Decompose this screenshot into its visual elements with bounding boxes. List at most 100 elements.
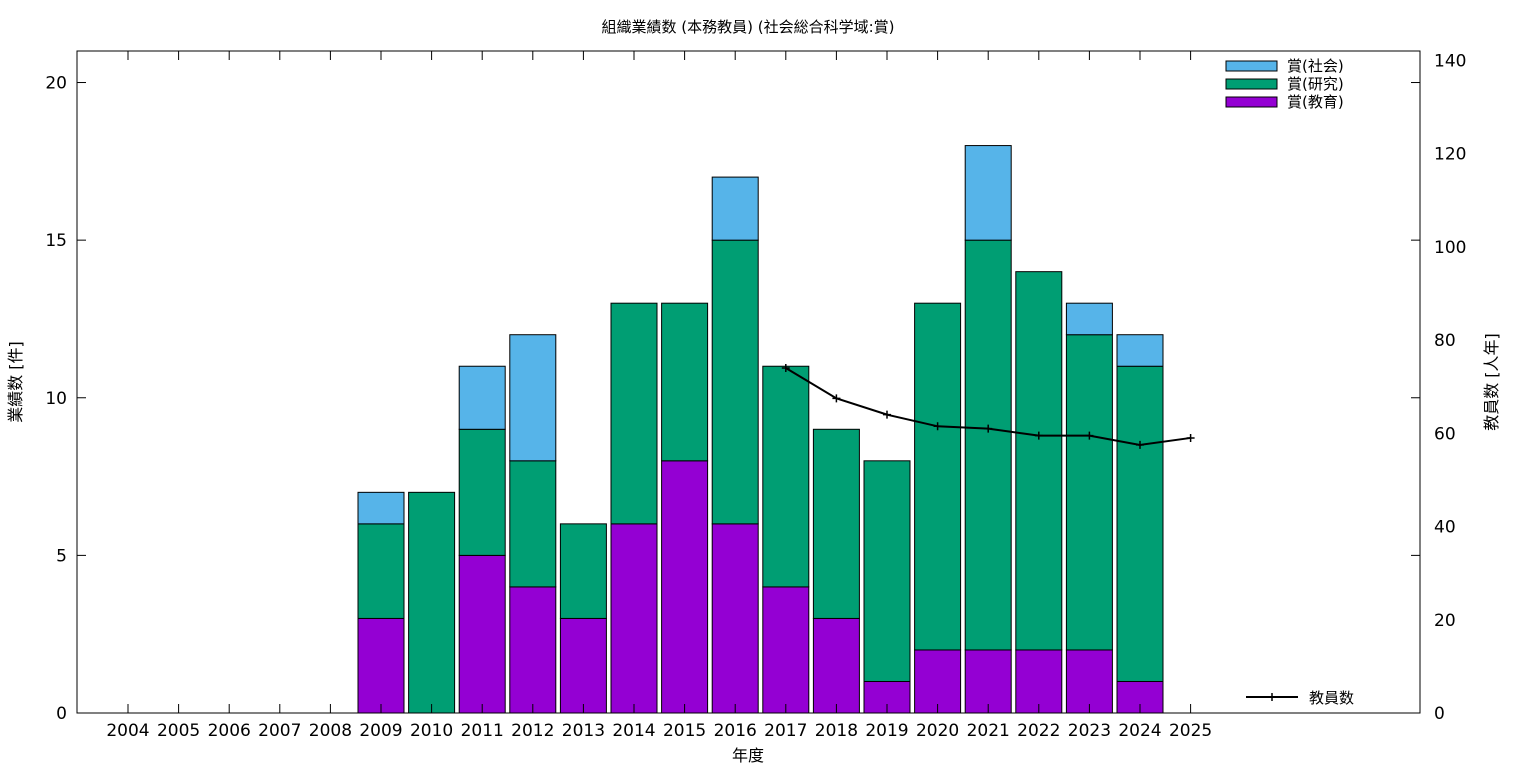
bar-segment xyxy=(914,302,962,651)
y-axis: 0 5 10 15 20 xyxy=(45,74,1420,724)
bars xyxy=(357,145,1164,714)
x-tick-label: 2020 xyxy=(916,721,959,741)
chart-title: 組織業績数 (本務教員) (社会総合科学域:賞) xyxy=(602,18,895,36)
x-tick-label: 2019 xyxy=(865,721,908,741)
line-point xyxy=(883,410,891,419)
bar-segment xyxy=(711,176,759,241)
bar-segment xyxy=(458,428,506,556)
x-tick-label: 2017 xyxy=(764,721,807,741)
bar-segment xyxy=(711,523,759,714)
bar-segment xyxy=(1116,334,1164,367)
legend-swatch xyxy=(1225,78,1278,90)
y2-tick-label: 100 xyxy=(1434,238,1466,258)
bar-segment xyxy=(559,617,607,714)
y-tick-label: 0 xyxy=(56,704,67,724)
bar-segment xyxy=(509,586,557,714)
bar-segment xyxy=(762,586,810,714)
bar-segment xyxy=(458,554,506,714)
y-tick-label: 20 xyxy=(45,74,67,94)
y-tick-label: 15 xyxy=(45,231,67,251)
legend-label: 教員数 xyxy=(1309,689,1354,707)
x-tick-label: 2007 xyxy=(258,721,301,741)
bar-segment xyxy=(408,491,456,714)
bar-segment xyxy=(964,649,1012,714)
x-tick-label: 2004 xyxy=(106,721,149,741)
legend-swatch xyxy=(1225,60,1278,72)
bar-segment xyxy=(357,617,405,714)
y2-tick-label: 120 xyxy=(1434,145,1466,165)
legend-label: 賞(社会) xyxy=(1287,57,1344,75)
legend-label: 賞(研究) xyxy=(1287,75,1344,93)
x-tick-label: 2014 xyxy=(612,721,655,741)
line-point xyxy=(984,424,993,433)
plot-frame xyxy=(76,50,1421,714)
legend-line-marker xyxy=(1268,693,1276,701)
bar-segment xyxy=(863,460,911,682)
x-axis: 2004 2005 2006 2007 2008 2009 2010 2011 2012 2013… xyxy=(106,51,1212,741)
y-tick-label: 10 xyxy=(45,389,67,409)
line-point xyxy=(832,394,841,403)
bar-segment xyxy=(812,428,860,619)
x-tick-label: 2006 xyxy=(208,721,251,741)
line-point xyxy=(1034,431,1043,440)
bar-segment xyxy=(964,239,1012,651)
bar-segment xyxy=(610,523,658,714)
y2-tick-label: 60 xyxy=(1434,424,1456,444)
x-tick-label: 2010 xyxy=(410,721,453,741)
x-tick-label: 2008 xyxy=(309,721,352,741)
y2-tick-label: 0 xyxy=(1434,704,1445,724)
bar-segment xyxy=(458,365,506,430)
x-tick-label: 2011 xyxy=(461,721,504,741)
y-tick-label: 5 xyxy=(56,546,67,566)
bar-segment xyxy=(1116,365,1164,682)
line-point xyxy=(1186,433,1195,442)
y2-tick-label: 40 xyxy=(1434,518,1456,538)
bar-segment xyxy=(964,145,1012,241)
bar-segment xyxy=(1065,649,1113,714)
legend: 賞(社会)賞(研究)賞(教育) 教員数 xyxy=(1225,57,1354,707)
line-point xyxy=(1136,440,1144,449)
x-tick-label: 2005 xyxy=(157,721,200,741)
x-tick-label: 2024 xyxy=(1118,721,1161,741)
x-tick-label: 2018 xyxy=(815,721,858,741)
x-tick-label: 2015 xyxy=(663,721,706,741)
bar-segment xyxy=(1015,271,1063,651)
x-axis-label: 年度 xyxy=(732,746,764,765)
legend-label: 賞(教育) xyxy=(1287,93,1344,111)
bar-segment xyxy=(914,649,962,714)
bar-segment xyxy=(711,239,759,525)
line-point xyxy=(781,364,790,373)
bar-segment xyxy=(661,302,709,462)
x-tick-label: 2012 xyxy=(511,721,554,741)
line-point xyxy=(933,422,942,431)
x-tick-label: 2023 xyxy=(1068,721,1111,741)
bar-segment xyxy=(559,523,607,619)
bar-segment xyxy=(509,460,557,588)
x-tick-label: 2016 xyxy=(714,721,757,741)
bar-segment xyxy=(357,491,405,525)
y2-axis: 0 20 40 60 80 100 120 140 xyxy=(1434,51,1466,724)
y2-axis-label: 教員数 [人年] xyxy=(1482,333,1501,431)
bar-segment xyxy=(610,302,658,525)
x-tick-label: 2025 xyxy=(1169,721,1212,741)
legend-swatch xyxy=(1225,96,1278,108)
y2-tick-label: 80 xyxy=(1434,331,1456,351)
x-tick-label: 2009 xyxy=(359,721,402,741)
bar-segment xyxy=(762,365,810,588)
y-axis-label: 業績数 [件] xyxy=(6,341,25,423)
y2-tick-label: 140 xyxy=(1434,51,1466,71)
line-series xyxy=(781,364,1195,449)
bar-segment xyxy=(1015,649,1063,714)
x-tick-label: 2021 xyxy=(967,721,1010,741)
bar-segment xyxy=(1065,334,1113,651)
bar-segment xyxy=(1065,302,1113,336)
bar-segment xyxy=(661,460,709,714)
bar-segment xyxy=(812,617,860,714)
y2-tick-label: 20 xyxy=(1434,611,1456,631)
x-tick-label: 2013 xyxy=(562,721,605,741)
bar-segment xyxy=(357,523,405,619)
line-point xyxy=(1085,431,1094,440)
bar-segment xyxy=(509,334,557,462)
x-tick-label: 2022 xyxy=(1017,721,1060,741)
